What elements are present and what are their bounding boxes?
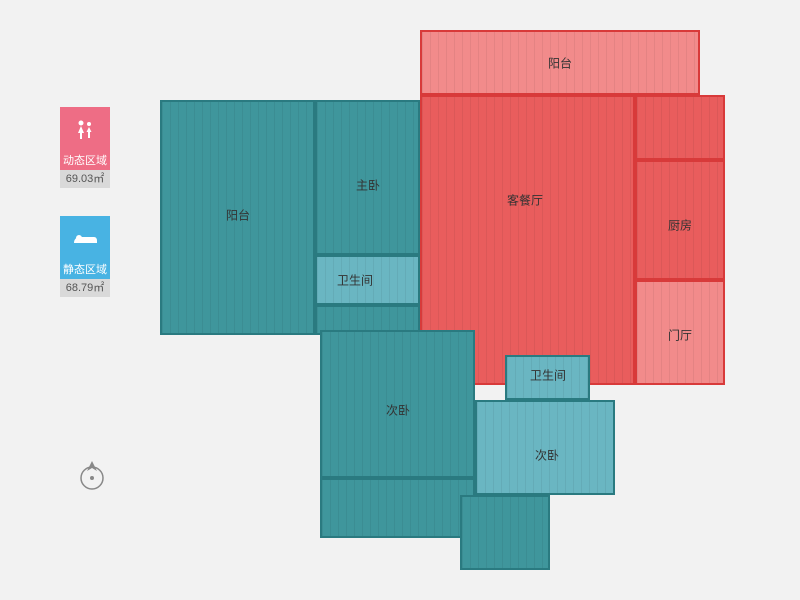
dynamic-zone-icon <box>60 107 110 152</box>
floor-plan: 阳台客餐厅厨房门厅卫生间阳台主卧卫生间次卧次卧 <box>160 30 750 570</box>
room-label-bath1: 卫生间 <box>337 272 373 289</box>
dynamic-zone-label: 动态区域 <box>60 152 110 170</box>
static-zone-label: 静态区域 <box>60 261 110 279</box>
static-zone-icon <box>60 216 110 261</box>
room-top-strip <box>635 95 725 160</box>
room-label-bed3: 次卧 <box>535 447 559 464</box>
compass-icon <box>75 458 109 497</box>
sleep-icon <box>72 229 98 249</box>
dynamic-zone-value: 69.03㎡ <box>60 170 110 188</box>
static-zone-value: 68.79㎡ <box>60 279 110 297</box>
room-label-master: 主卧 <box>356 177 380 194</box>
legend-panel: 动态区域 69.03㎡ 静态区域 68.79㎡ <box>60 107 110 297</box>
room-bed3-tail <box>460 495 550 570</box>
room-bed2-ext <box>320 478 475 538</box>
room-label-kitchen: 厨房 <box>668 217 692 234</box>
room-label-balcony-top: 阳台 <box>548 55 572 72</box>
room-label-hall: 门厅 <box>668 327 692 344</box>
people-icon <box>73 118 97 142</box>
room-label-living: 客餐厅 <box>507 192 543 209</box>
room-label-bed2: 次卧 <box>386 402 410 419</box>
room-label-balcony-left: 阳台 <box>226 207 250 224</box>
room-label-bath2: 卫生间 <box>530 367 566 384</box>
